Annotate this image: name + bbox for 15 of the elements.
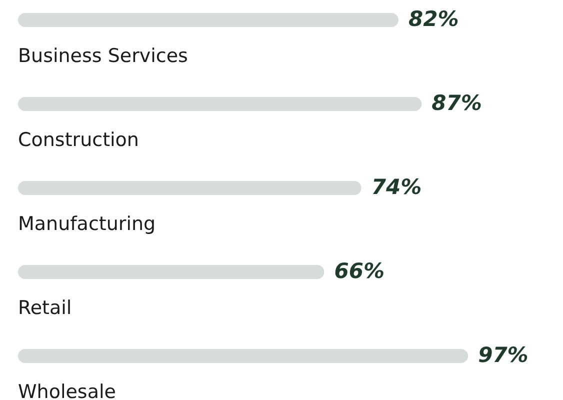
y-tick-label: Retail — [18, 297, 72, 319]
y-tick-label: Wholesale — [18, 381, 116, 400]
data-label: 82% — [408, 7, 459, 31]
y-tick-label: Construction — [18, 129, 139, 151]
y-tick-label: Business Services — [18, 45, 188, 67]
bar — [18, 13, 398, 27]
bar — [18, 181, 362, 195]
data-label: 87% — [432, 91, 482, 115]
bar — [18, 265, 324, 279]
bar — [18, 349, 468, 363]
data-label: 97% — [478, 343, 528, 367]
bar — [18, 97, 422, 111]
data-label: 66% — [334, 259, 385, 283]
data-label: 74% — [371, 175, 422, 199]
y-tick-label: Manufacturing — [18, 213, 156, 235]
